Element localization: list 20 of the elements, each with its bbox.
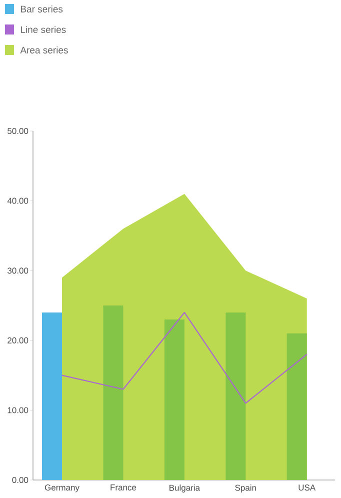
x-tick-label: France (110, 484, 136, 490)
bar (226, 312, 246, 480)
y-tick-label: 0.00 (12, 476, 28, 483)
y-tick-label: 20.00 (8, 337, 28, 344)
x-tick-label: USA (298, 484, 316, 491)
y-tick-label: 30.00 (8, 268, 28, 274)
bar (42, 312, 62, 480)
legend-label: Area series (20, 46, 68, 54)
legend-label: Bar series (20, 6, 63, 12)
bar (286, 333, 307, 480)
y-tick-label: 50.00 (8, 128, 28, 134)
x-tick-label: Bulgaria (170, 484, 200, 492)
y-tick-label: 10.00 (8, 407, 28, 414)
y-tick-label: 40.00 (7, 198, 28, 204)
legend-label: Line series (20, 26, 66, 33)
line-series (61, 312, 308, 404)
bar (164, 319, 184, 480)
x-tick-label: Germany (44, 484, 80, 492)
bar (103, 305, 124, 480)
x-tick-label: Spain (235, 484, 256, 492)
